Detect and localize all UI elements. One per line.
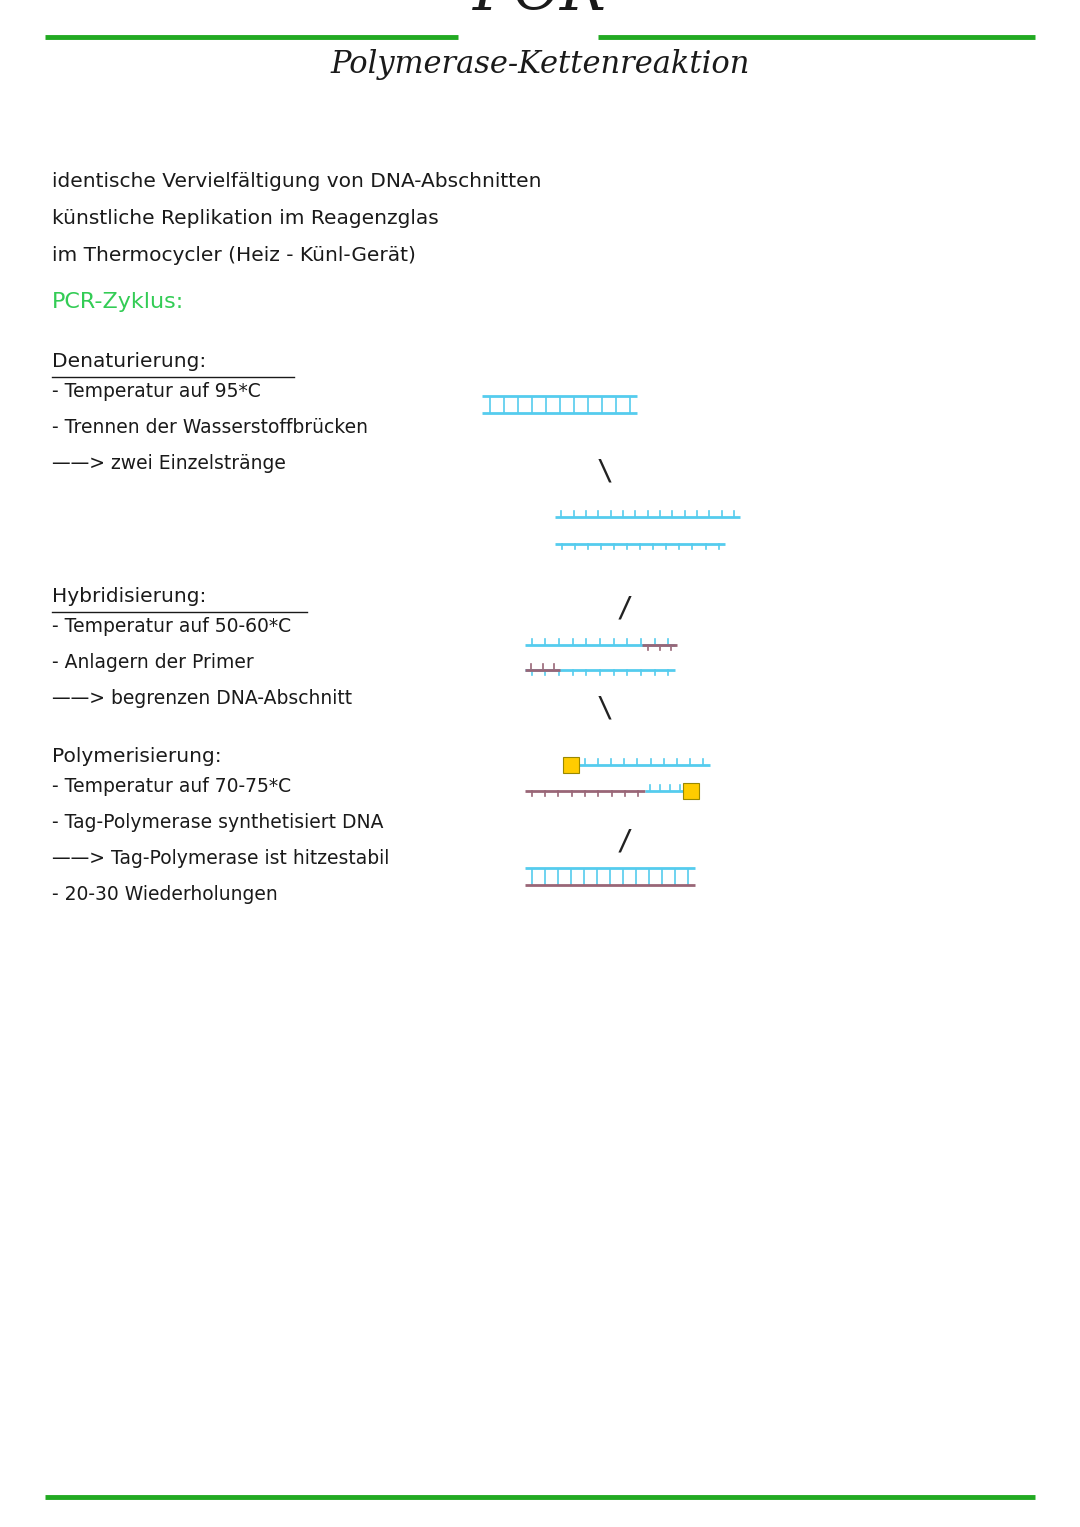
Text: PCR-Zyklus:: PCR-Zyklus: <box>52 292 185 312</box>
Text: ——> begrenzen DNA-Abschnitt: ——> begrenzen DNA-Abschnitt <box>52 689 352 709</box>
Text: Polymerase-Kettenreaktion: Polymerase-Kettenreaktion <box>330 49 750 79</box>
Text: ——> Tag-Polymerase ist hitzestabil: ——> Tag-Polymerase ist hitzestabil <box>52 849 390 867</box>
Text: \: \ <box>596 458 613 486</box>
Text: Denaturierung:: Denaturierung: <box>52 353 206 371</box>
Text: /: / <box>617 828 633 857</box>
Bar <box>563 757 579 773</box>
Bar <box>683 783 699 799</box>
Text: - Temperatur auf 50-60*C: - Temperatur auf 50-60*C <box>52 617 292 637</box>
Text: ——> zwei Einzelstränge: ——> zwei Einzelstränge <box>52 454 286 473</box>
Text: im Thermocycler (Heiz - Künl-Gerät): im Thermocycler (Heiz - Künl-Gerät) <box>52 246 416 266</box>
Text: - 20-30 Wiederholungen: - 20-30 Wiederholungen <box>52 886 278 904</box>
Text: künstliche Replikation im Reagenzglas: künstliche Replikation im Reagenzglas <box>52 209 438 228</box>
Text: - Trennen der Wasserstoffbrücken: - Trennen der Wasserstoffbrücken <box>52 418 368 437</box>
Text: /: / <box>617 596 633 623</box>
Text: Hybridisierung:: Hybridisierung: <box>52 586 206 606</box>
Text: \: \ <box>596 695 613 722</box>
Text: - Temperatur auf 95*C: - Temperatur auf 95*C <box>52 382 260 402</box>
Text: PCR: PCR <box>473 0 607 23</box>
Text: - Anlagern der Primer: - Anlagern der Primer <box>52 654 254 672</box>
Text: - Tag-Polymerase synthetisiert DNA: - Tag-Polymerase synthetisiert DNA <box>52 812 383 832</box>
Text: Polymerisierung:: Polymerisierung: <box>52 747 221 767</box>
Text: identische Vervielfältigung von DNA-Abschnitten: identische Vervielfältigung von DNA-Absc… <box>52 173 541 191</box>
Text: - Temperatur auf 70-75*C: - Temperatur auf 70-75*C <box>52 777 292 796</box>
